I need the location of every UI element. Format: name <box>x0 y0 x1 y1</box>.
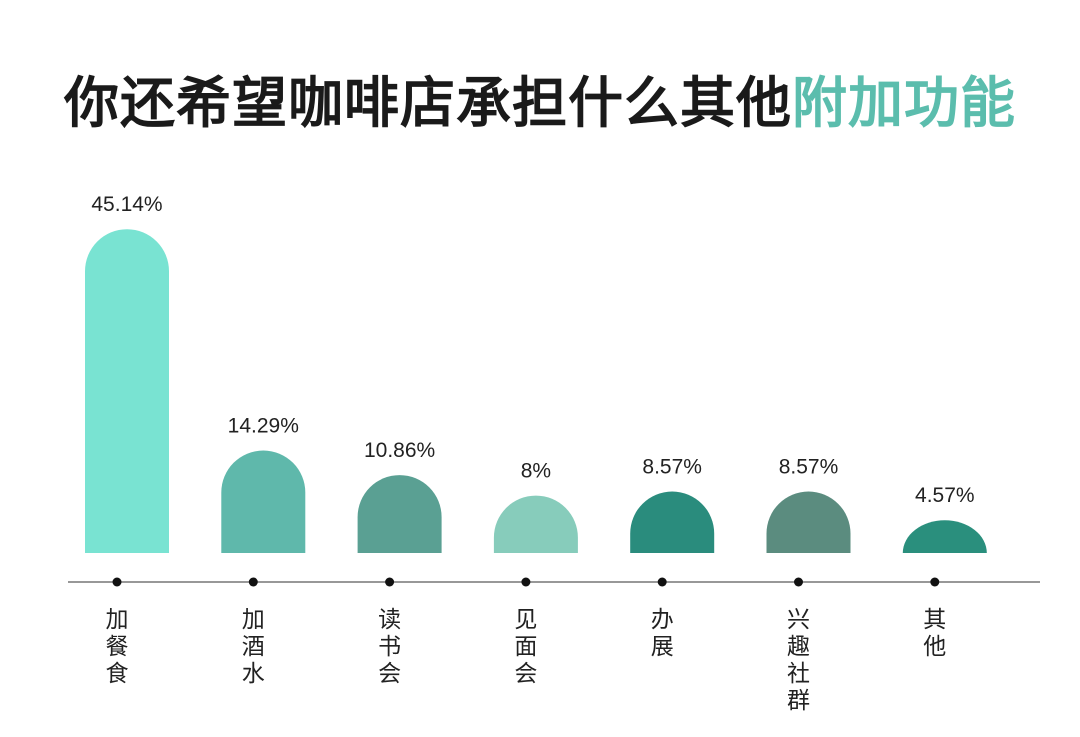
bar-6 <box>902 520 987 553</box>
tick-dot-2 <box>385 577 395 587</box>
bar-1 <box>221 450 306 553</box>
value-label-2: 10.86% <box>364 439 435 462</box>
chart-title: 你还希望咖啡店承担什么其他附加功能 <box>0 58 1080 138</box>
category-label-3: 见面会 <box>514 607 537 687</box>
title-accent: 附加功能 <box>792 71 1017 135</box>
tick-dot-4 <box>657 577 667 587</box>
tick-dot-0 <box>112 577 122 587</box>
value-label-1: 14.29% <box>228 414 299 437</box>
value-label-3: 8% <box>521 460 551 483</box>
value-label-4: 8.57% <box>642 456 702 479</box>
value-labels-group: 45.14% 14.29% 10.86% 8% 8.57% 8.57% 4.57% <box>91 193 974 507</box>
title-main: 你还希望咖啡店承担什么其他 <box>63 71 792 135</box>
tick-dot-1 <box>248 577 258 587</box>
value-label-5: 8.57% <box>779 456 839 479</box>
tick-dot-5 <box>794 577 803 587</box>
bar-3 <box>493 495 578 553</box>
category-label-0: 加餐食 <box>106 607 129 687</box>
value-label-0: 45.14% <box>91 193 162 216</box>
bar-2 <box>357 475 442 553</box>
category-label-6: 其他 <box>923 607 946 660</box>
category-labels-group: 加餐食 加酒水 读书会 见面会 办展 兴趣社群 其他 <box>106 607 947 714</box>
category-label-2: 读书会 <box>378 607 401 687</box>
tick-dot-3 <box>521 577 531 587</box>
bar-0 <box>85 229 169 553</box>
category-label-5: 兴趣社群 <box>787 607 810 714</box>
tick-dots-group <box>112 577 940 587</box>
category-label-4: 办展 <box>651 607 674 660</box>
bars-group <box>85 229 987 553</box>
bar-4 <box>630 491 715 553</box>
tick-dot-6 <box>930 577 940 587</box>
value-label-6: 4.57% <box>915 484 975 507</box>
category-label-1: 加酒水 <box>242 607 265 687</box>
bar-5 <box>766 491 851 553</box>
